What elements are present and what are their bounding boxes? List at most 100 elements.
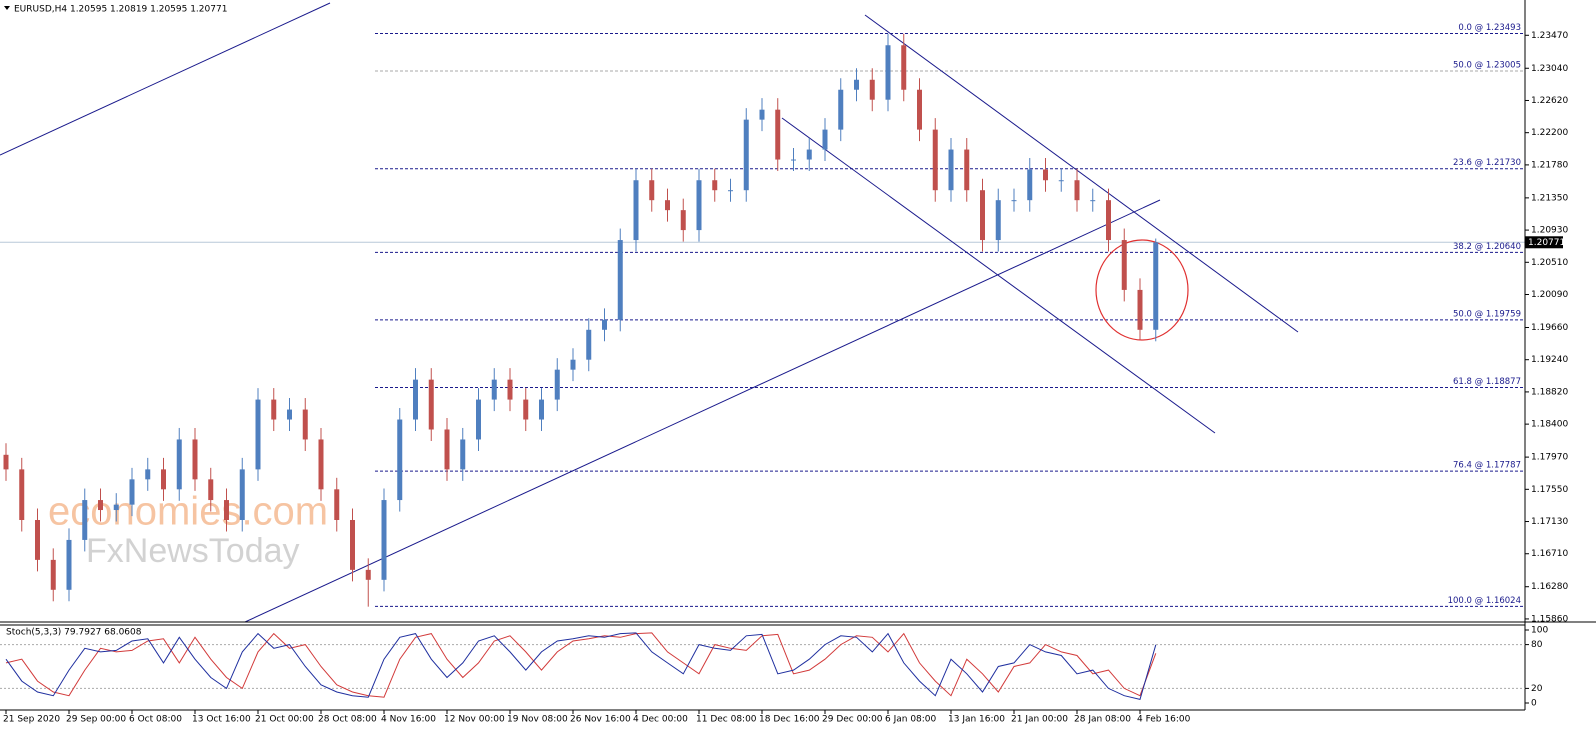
candle-body — [176, 439, 182, 490]
candle-body — [1043, 169, 1048, 181]
y-tick-label: 1.16280 — [1531, 582, 1568, 592]
y-tick-label: 1.20090 — [1531, 290, 1568, 300]
menu-arrow[interactable] — [4, 6, 10, 10]
candle-body — [539, 399, 544, 420]
candle-body — [901, 45, 907, 90]
indicator-title: Stoch(5,3,3) 79.7927 68.0608 — [6, 628, 142, 638]
fib-label: 23.6 @ 1.21730 — [1453, 158, 1521, 168]
y-tick-label: 1.17970 — [1531, 453, 1568, 463]
candle-body — [885, 45, 891, 100]
candle-body — [1074, 180, 1080, 201]
candle-body — [428, 379, 434, 430]
y-tick-label: 1.20930 — [1531, 226, 1568, 236]
indicator-tick-label: 100 — [1531, 626, 1548, 636]
last-price-box — [1525, 236, 1563, 249]
indicator-tick-label: 80 — [1531, 640, 1543, 650]
y-tick-label: 1.19240 — [1531, 355, 1568, 365]
fib-label: 100.0 @ 1.16024 — [1448, 596, 1521, 606]
stoch-line — [5, 632, 1157, 700]
watermark: economies.com — [48, 490, 328, 534]
indicator-tick-label: 20 — [1531, 684, 1543, 694]
candle-body — [334, 489, 340, 520]
y-tick-label: 1.23470 — [1531, 31, 1568, 41]
y-tick-label: 1.18400 — [1531, 420, 1568, 430]
x-tick-label: 28 Jan 08:00 — [1074, 715, 1131, 725]
candle-body — [476, 399, 481, 440]
y-tick-label: 1.22620 — [1531, 96, 1568, 106]
candle-body — [759, 109, 765, 120]
x-tick-label: 4 Nov 16:00 — [381, 715, 436, 725]
y-tick-label: 1.17550 — [1531, 485, 1568, 495]
x-tick-label: 11 Dec 08:00 — [696, 715, 757, 725]
candle-body — [523, 399, 529, 420]
candle-body — [791, 159, 796, 161]
fib-label: 0.0 @ 1.23493 — [1458, 23, 1521, 33]
x-tick-label: 21 Oct 00:00 — [255, 715, 314, 725]
x-tick-label: 26 Nov 16:00 — [570, 715, 631, 725]
candle-body — [381, 500, 387, 580]
indicator-tick-label: 0 — [1531, 699, 1537, 709]
channel-line — [864, 14, 1299, 333]
candle-body — [602, 319, 607, 330]
candle-body — [1153, 242, 1159, 330]
candle-body — [350, 519, 355, 570]
x-tick-label: 21 Sep 2020 — [3, 715, 60, 725]
candle-body — [145, 469, 151, 480]
candle-body — [1027, 169, 1033, 201]
candle-body — [838, 89, 844, 130]
channel-line — [781, 117, 1216, 434]
y-tick-label: 1.17130 — [1531, 517, 1568, 527]
trend-line — [244, 199, 1161, 623]
candle-body — [318, 439, 324, 490]
candle-body — [633, 180, 639, 241]
candle-body — [665, 200, 670, 211]
y-tick-label: 1.20510 — [1531, 258, 1568, 268]
candle-body — [743, 119, 749, 191]
candle-body — [444, 429, 450, 470]
trend-line — [0, 2, 331, 156]
candle-body — [161, 469, 166, 490]
candle-body — [208, 479, 214, 501]
x-tick-label: 18 Dec 16:00 — [759, 715, 820, 725]
fib-label: 61.8 @ 1.18877 — [1453, 377, 1521, 387]
candle-body — [82, 500, 88, 540]
chart-title: EURUSD,H4 1.20595 1.20819 1.20595 1.2077… — [14, 5, 227, 15]
y-tick-label: 1.19660 — [1531, 323, 1568, 333]
highlight-circle — [1095, 239, 1189, 341]
candle-body — [507, 379, 513, 400]
fib-label: 50.0 @ 1.19759 — [1453, 309, 1521, 319]
candle-body — [995, 200, 1001, 241]
fib-label: 38.2 @ 1.20640 — [1453, 242, 1521, 252]
candle-body — [239, 469, 245, 520]
candle-body — [98, 500, 103, 511]
candle-body — [680, 210, 686, 231]
candle-body — [287, 409, 292, 420]
candle-body — [822, 129, 828, 150]
candle-body — [35, 519, 40, 560]
candle-body — [271, 399, 277, 420]
background-layer — [0, 33, 1525, 607]
candle-body — [649, 180, 655, 201]
x-tick-label: 12 Nov 00:00 — [444, 715, 505, 725]
candle-body — [964, 149, 970, 191]
candle-body — [66, 539, 72, 590]
candle-body — [696, 180, 702, 231]
x-tick-label: 21 Jan 00:00 — [1011, 715, 1068, 725]
y-tick-label: 1.18820 — [1531, 387, 1568, 397]
candle-body — [255, 399, 261, 470]
x-tick-label: 4 Feb 16:00 — [1137, 715, 1191, 725]
candle-body — [3, 454, 9, 470]
y-tick-label: 1.21350 — [1531, 193, 1568, 203]
last-price-label: 1.20771 — [1528, 238, 1565, 248]
fib-label: 50.0 @ 1.23005 — [1453, 60, 1521, 70]
candle-body — [1106, 200, 1111, 241]
candle-body — [397, 419, 403, 501]
candle-body — [728, 190, 733, 192]
candle-body — [365, 569, 371, 580]
candle-body — [413, 379, 418, 420]
fib-label: 76.4 @ 1.17787 — [1453, 461, 1521, 471]
candle-body — [302, 409, 308, 440]
candle-body — [1090, 200, 1096, 202]
stoch-line — [5, 632, 1157, 698]
